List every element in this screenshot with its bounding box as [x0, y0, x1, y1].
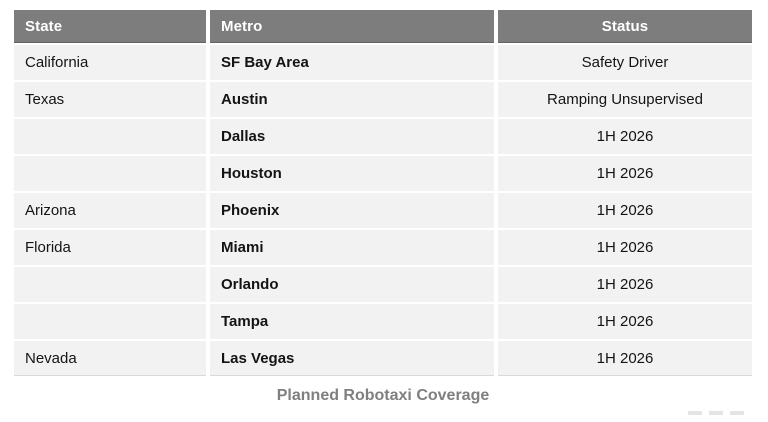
cell-state: Nevada: [14, 341, 206, 376]
cell-metro: Las Vegas: [210, 341, 494, 376]
watermark-fragment: [688, 411, 702, 415]
cell-metro: Tampa: [210, 304, 494, 339]
cell-status: Ramping Unsupervised: [498, 82, 752, 117]
cell-state: Texas: [14, 82, 206, 117]
cell-status: 1H 2026: [498, 341, 752, 376]
watermark-fragment: [709, 411, 723, 415]
cell-state: [14, 119, 206, 154]
cell-state: Florida: [14, 230, 206, 265]
cell-status: 1H 2026: [498, 267, 752, 302]
cell-status: 1H 2026: [498, 304, 752, 339]
cell-state: [14, 267, 206, 302]
cell-metro: Houston: [210, 156, 494, 191]
cell-state: [14, 304, 206, 339]
cell-status: 1H 2026: [498, 156, 752, 191]
cell-state: California: [14, 45, 206, 80]
column-header-status: Status: [498, 10, 752, 43]
watermark-fragments: [688, 411, 768, 416]
cell-state: Arizona: [14, 193, 206, 228]
watermark-fragment: [730, 411, 744, 415]
cell-metro: Dallas: [210, 119, 494, 154]
column-header-state: State: [14, 10, 206, 43]
cell-state: [14, 156, 206, 191]
cell-metro: SF Bay Area: [210, 45, 494, 80]
cell-status: Safety Driver: [498, 45, 752, 80]
cell-metro: Orlando: [210, 267, 494, 302]
column-header-metro: Metro: [210, 10, 494, 43]
cell-status: 1H 2026: [498, 193, 752, 228]
cell-status: 1H 2026: [498, 119, 752, 154]
table-caption: Planned Robotaxi Coverage: [276, 387, 490, 404]
cell-metro: Phoenix: [210, 193, 494, 228]
cell-status: 1H 2026: [498, 230, 752, 265]
cell-metro: Miami: [210, 230, 494, 265]
robotaxi-coverage-table: State Metro Status California SF Bay Are…: [14, 10, 752, 376]
cell-metro: Austin: [210, 82, 494, 117]
